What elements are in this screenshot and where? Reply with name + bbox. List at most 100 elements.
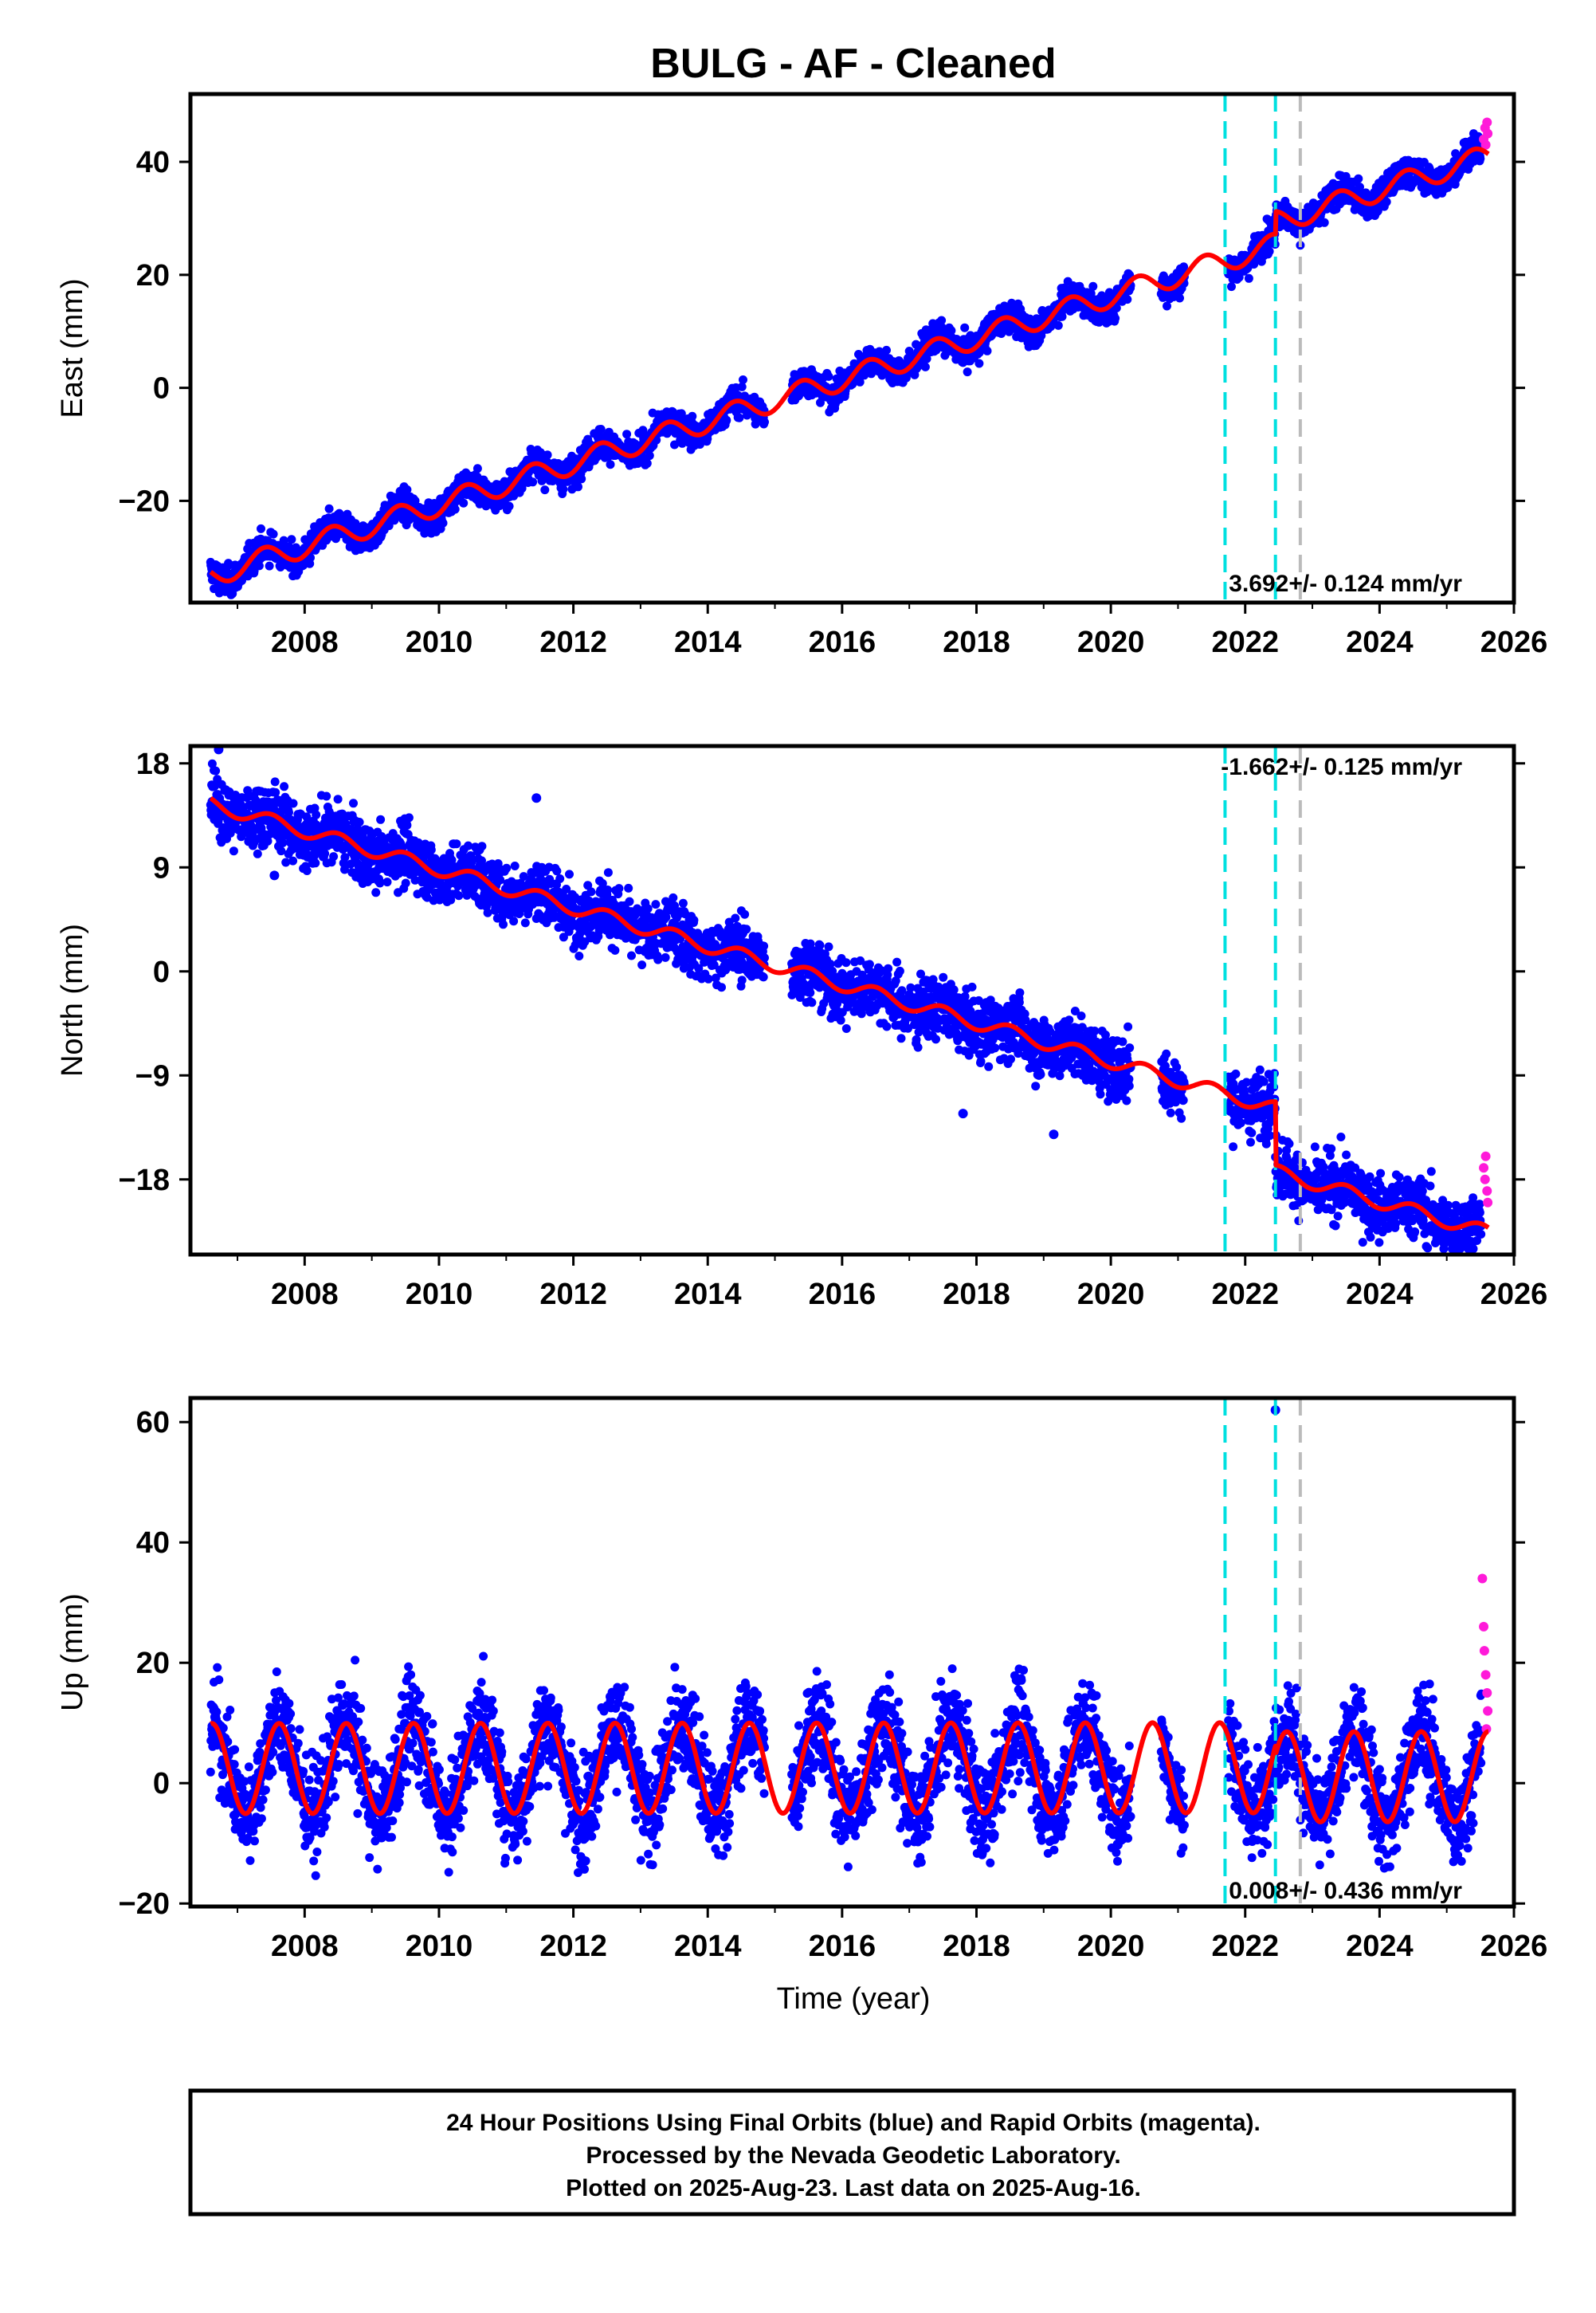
north-data-point	[603, 868, 613, 878]
east-data-point	[1227, 282, 1236, 292]
north-data-point	[678, 898, 688, 908]
east-data-point	[257, 524, 265, 533]
north-data-point	[510, 862, 520, 870]
east-data-point	[645, 451, 654, 461]
east-rapid-point	[1482, 117, 1492, 128]
north-data-point	[426, 845, 436, 854]
east-x-tick-label: 2026	[1480, 626, 1548, 659]
east-data-point	[1354, 174, 1363, 183]
east-data-point	[1244, 273, 1253, 283]
north-data-point	[371, 888, 381, 897]
north-data-point	[270, 777, 280, 787]
east-data-point	[982, 346, 992, 355]
east-data-point	[735, 413, 744, 422]
north-data-point	[651, 900, 661, 909]
east-data-point	[324, 504, 334, 513]
north-data-point	[229, 846, 238, 856]
north-data-point	[603, 886, 613, 894]
north-data-point	[509, 917, 519, 926]
east-data-point	[543, 450, 552, 460]
north-data-point	[669, 893, 678, 902]
east-data-point	[1476, 154, 1485, 163]
north-data-point	[653, 955, 663, 964]
east-data-point	[540, 485, 550, 495]
north-data-point	[637, 960, 647, 970]
north-data-point	[302, 866, 312, 875]
north-data-point	[519, 872, 528, 882]
east-y-axis-label: East (mm)	[56, 278, 89, 418]
east-data-point	[450, 505, 460, 514]
east-data-point	[473, 464, 482, 473]
north-data-point	[322, 791, 331, 801]
panel-north: 2008 2010 2012 2014 2016 2018 2020 2022 2024 2026…	[56, 744, 1547, 1311]
east-data-point	[254, 561, 264, 571]
east-data-point	[622, 430, 632, 439]
panel-east: 2008 2010 2012 2014 2016 2018 2020 2022 2024 2026…	[56, 92, 1548, 659]
east-data-point	[528, 477, 538, 487]
north-data-point	[627, 951, 636, 960]
north-data-point	[284, 807, 293, 817]
east-x-tick-label: 2010	[406, 626, 473, 659]
north-data-point	[355, 818, 364, 827]
east-data-point	[760, 418, 769, 426]
chart-title: BULG - AF - Cleaned	[650, 41, 1056, 87]
north-data-point	[401, 878, 410, 888]
east-x-tick-label: 2020	[1077, 626, 1145, 659]
east-data-point	[287, 535, 296, 544]
north-data-point	[253, 849, 262, 858]
east-x-tick-label: 2016	[809, 626, 876, 659]
east-data-point	[279, 536, 288, 545]
north-data-point	[329, 852, 339, 862]
north-data-point	[555, 874, 565, 883]
east-event-lines	[1223, 94, 1302, 603]
north-data-point	[483, 908, 492, 917]
east-data-point	[438, 518, 448, 528]
north-data-point	[211, 766, 221, 776]
east-data-point	[642, 458, 652, 468]
east-data-point	[459, 498, 469, 508]
east-data-point	[1088, 281, 1098, 291]
east-data-point	[688, 411, 697, 421]
north-data-point	[312, 810, 321, 819]
east-data-point	[1320, 218, 1329, 227]
east-data-point	[882, 345, 891, 355]
north-data-point	[586, 887, 596, 897]
east-data-point	[739, 375, 747, 384]
east-data-point	[1382, 197, 1391, 206]
east-data-point	[920, 362, 930, 371]
north-data-point	[404, 813, 414, 823]
east-data-point	[269, 529, 278, 539]
north-data-point	[288, 856, 298, 866]
north-data-point	[643, 904, 653, 913]
east-data-point	[306, 553, 315, 563]
north-data-point	[311, 858, 320, 868]
east-data-point	[963, 367, 972, 377]
east-y-tick-label: 20	[136, 259, 170, 293]
east-data-point	[1057, 312, 1067, 321]
east-y-tick-label: 40	[136, 146, 170, 179]
north-data-point	[610, 945, 620, 955]
north-data-point	[574, 952, 584, 960]
east-data-point	[974, 359, 984, 368]
east-y-tick-label: −20	[119, 485, 170, 518]
east-x-tick-label: 2024	[1346, 626, 1414, 659]
north-data-point	[689, 916, 699, 925]
north-data-point	[502, 863, 512, 873]
east-data-point	[1053, 320, 1063, 330]
north-data-point	[625, 897, 634, 906]
east-data-point	[1265, 246, 1274, 256]
east-rate-label: 3.692+/- 0.124 mm/yr	[1229, 571, 1462, 597]
east-x-tick-label: 2014	[674, 626, 742, 659]
north-data-point	[454, 891, 464, 901]
north-data-point	[552, 866, 562, 876]
east-data-point	[559, 485, 568, 494]
east-x-tick-label: 2018	[943, 626, 1010, 659]
east-rapid-point	[1483, 128, 1493, 139]
east-y-tick-label: 0	[153, 372, 170, 406]
north-data-point	[565, 870, 574, 879]
east-data-point	[606, 460, 615, 469]
north-data-point	[452, 839, 461, 849]
north-data-point	[624, 883, 633, 893]
east-data-point	[265, 561, 274, 571]
